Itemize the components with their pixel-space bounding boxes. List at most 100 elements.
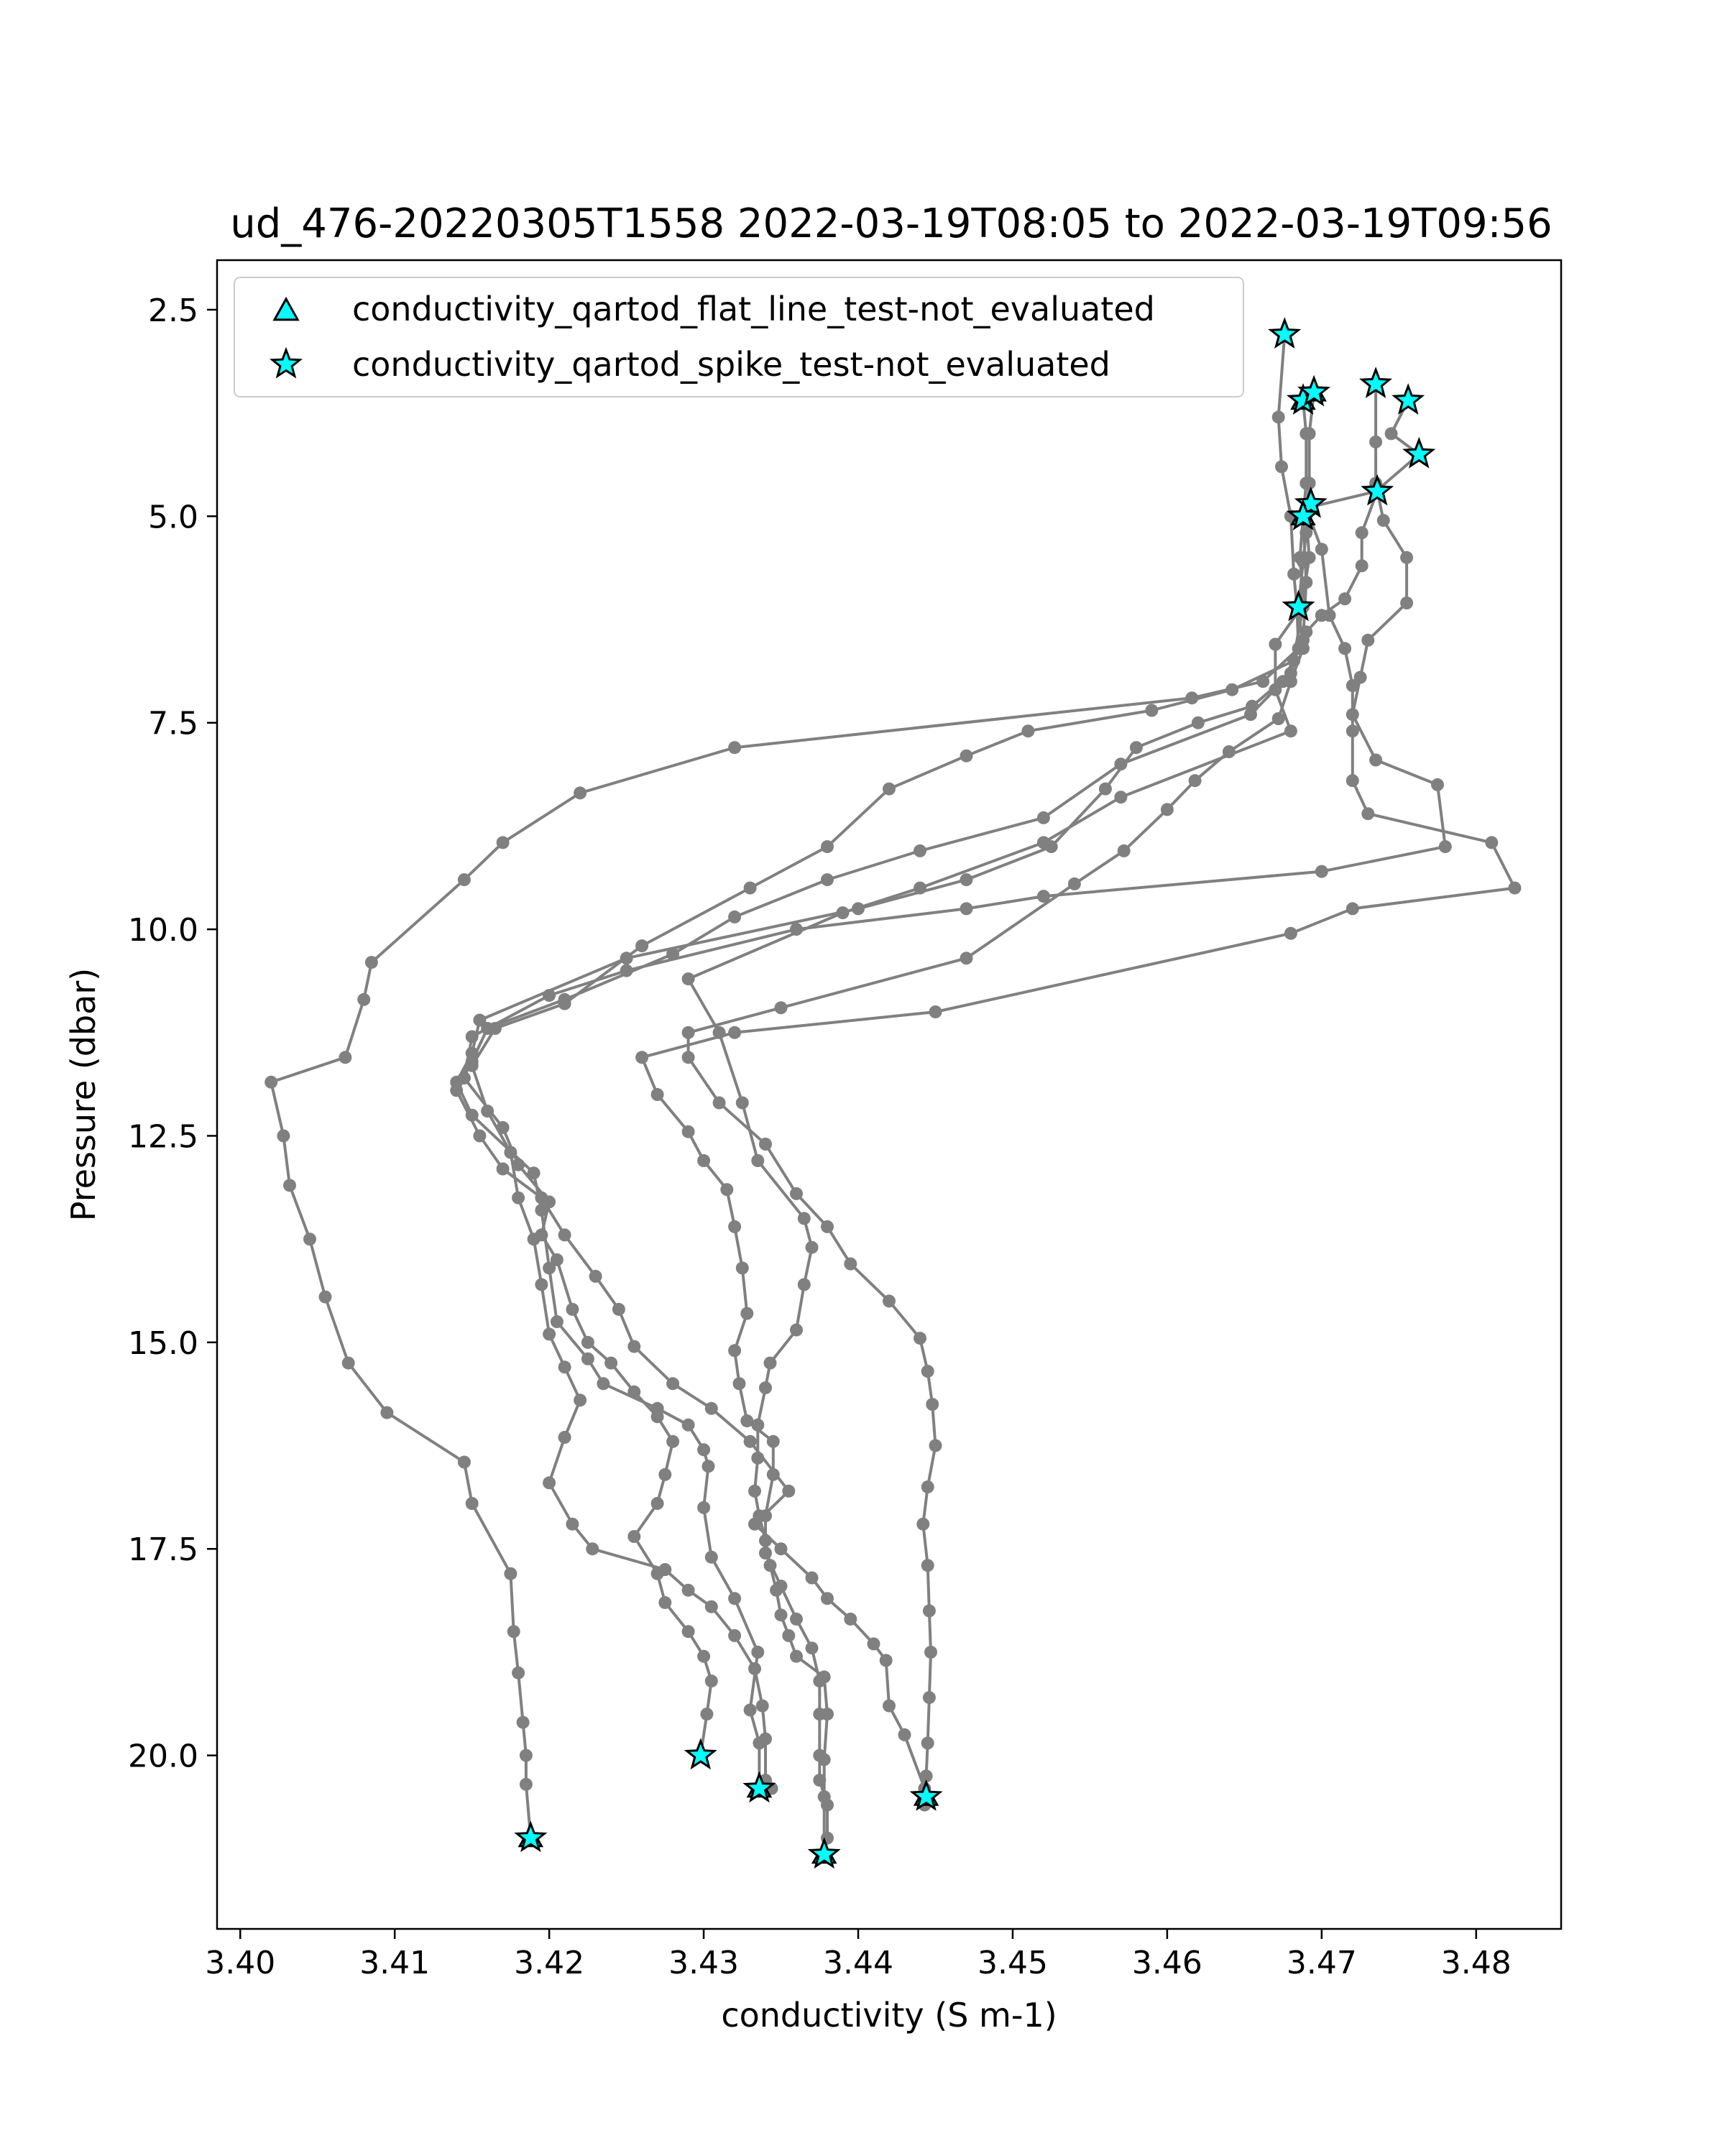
data-point [519,1749,533,1762]
data-point [507,1625,520,1639]
data-point [735,1261,749,1275]
data-point [813,1674,827,1688]
data-point [1191,716,1205,729]
spike-test-marker [1286,499,1320,530]
data-point [790,1649,803,1663]
data-point [1145,704,1159,717]
data-point [914,1332,926,1345]
data-point [627,1340,641,1353]
data-point [635,1051,649,1064]
y-tick-label: 10.0 [128,912,198,949]
data-point [821,1798,834,1812]
data-point [1300,526,1313,540]
spike-test-marker [514,1820,548,1853]
data-point [740,1307,754,1320]
spike-test-marker [1359,367,1393,399]
data-point [728,1628,742,1642]
data-point [535,1203,548,1217]
data-point [805,1571,819,1585]
y-tick-label: 20.0 [128,1738,198,1775]
data-point [774,1542,788,1556]
legend-item-triangle: conductivity_qartod_flat_line_test-not_e… [272,290,1155,328]
data-point [914,881,926,895]
data-point [481,1105,494,1118]
data-point [921,1736,934,1750]
data-point [543,1327,556,1341]
data-point [666,1434,680,1448]
data-point [543,1261,556,1275]
data-point [743,1703,757,1717]
data-point [821,840,834,854]
data-point [879,1654,893,1667]
x-tick-label: 3.43 [668,1945,739,1981]
data-point [916,1517,930,1531]
data-point [1114,757,1128,771]
data-point [844,1257,857,1271]
data-point [604,1356,618,1370]
data-point [635,939,649,953]
data-point [597,1377,610,1391]
data-point [759,1547,772,1560]
y-axis: 2.5 5.0 7.5 10.0 12.5 15.0 17.5 20.0 [128,292,217,1775]
data-point [1302,476,1316,490]
data-point [504,1567,518,1580]
data-point [589,1269,602,1283]
data-point [543,989,556,1003]
data-point [697,1501,711,1514]
data-point [836,906,850,920]
triangle-marker-icon [272,296,300,321]
spike-test-marker [1361,474,1394,506]
data-point [774,1608,788,1622]
data-point [681,1026,695,1039]
data-point [759,1509,772,1523]
data-point [1297,555,1310,568]
spike-test-marker [742,1771,776,1803]
data-point [318,1290,332,1304]
x-tick-label: 3.45 [978,1945,1048,1981]
data-point [1315,865,1328,878]
data-point [586,1542,599,1556]
marker-layer [514,317,1436,1869]
data-point [763,1356,777,1370]
data-point [473,1013,487,1027]
data-point [512,1191,525,1204]
x-tick-label: 3.46 [1132,1945,1202,1981]
data-point [612,1302,625,1316]
legend-label: conductivity_qartod_flat_line_test-not_e… [352,290,1155,328]
x-tick-label: 3.41 [359,1945,430,1981]
data-point [283,1179,296,1192]
data-point [774,1580,788,1593]
data-point [867,1637,880,1651]
data-point [658,1563,672,1576]
data-point [574,1393,587,1407]
data-point [681,1051,695,1064]
data-point [519,1777,533,1791]
data-point [1315,609,1328,622]
data-point [339,1051,352,1064]
data-point [527,1166,540,1180]
data-point [704,1600,718,1613]
data-point [1438,840,1452,854]
data-point [735,1096,749,1110]
data-point [759,1381,772,1395]
data-point [1188,774,1202,788]
data-point [790,1323,803,1337]
data-point [527,1233,540,1246]
data-point [922,1691,936,1705]
data-point [728,741,742,755]
legend-label: conductivity_qartod_spike_test-not_evalu… [352,345,1110,384]
data-point [566,1517,579,1531]
data-point [1346,902,1359,916]
x-axis: 3.40 3.41 3.42 3.43 3.44 3.45 3.46 3.47 3.48 [205,1929,1512,1981]
data-point [1222,745,1236,758]
data-point [790,923,803,936]
data-point [1117,844,1131,857]
legend: conductivity_qartod_flat_line_test-not_e… [234,277,1244,397]
data-point [774,1001,788,1015]
data-point [1129,741,1143,755]
data-point [558,992,571,1006]
data-point [481,1022,494,1035]
data-point [1338,592,1352,606]
y-tick-label: 15.0 [128,1325,198,1362]
